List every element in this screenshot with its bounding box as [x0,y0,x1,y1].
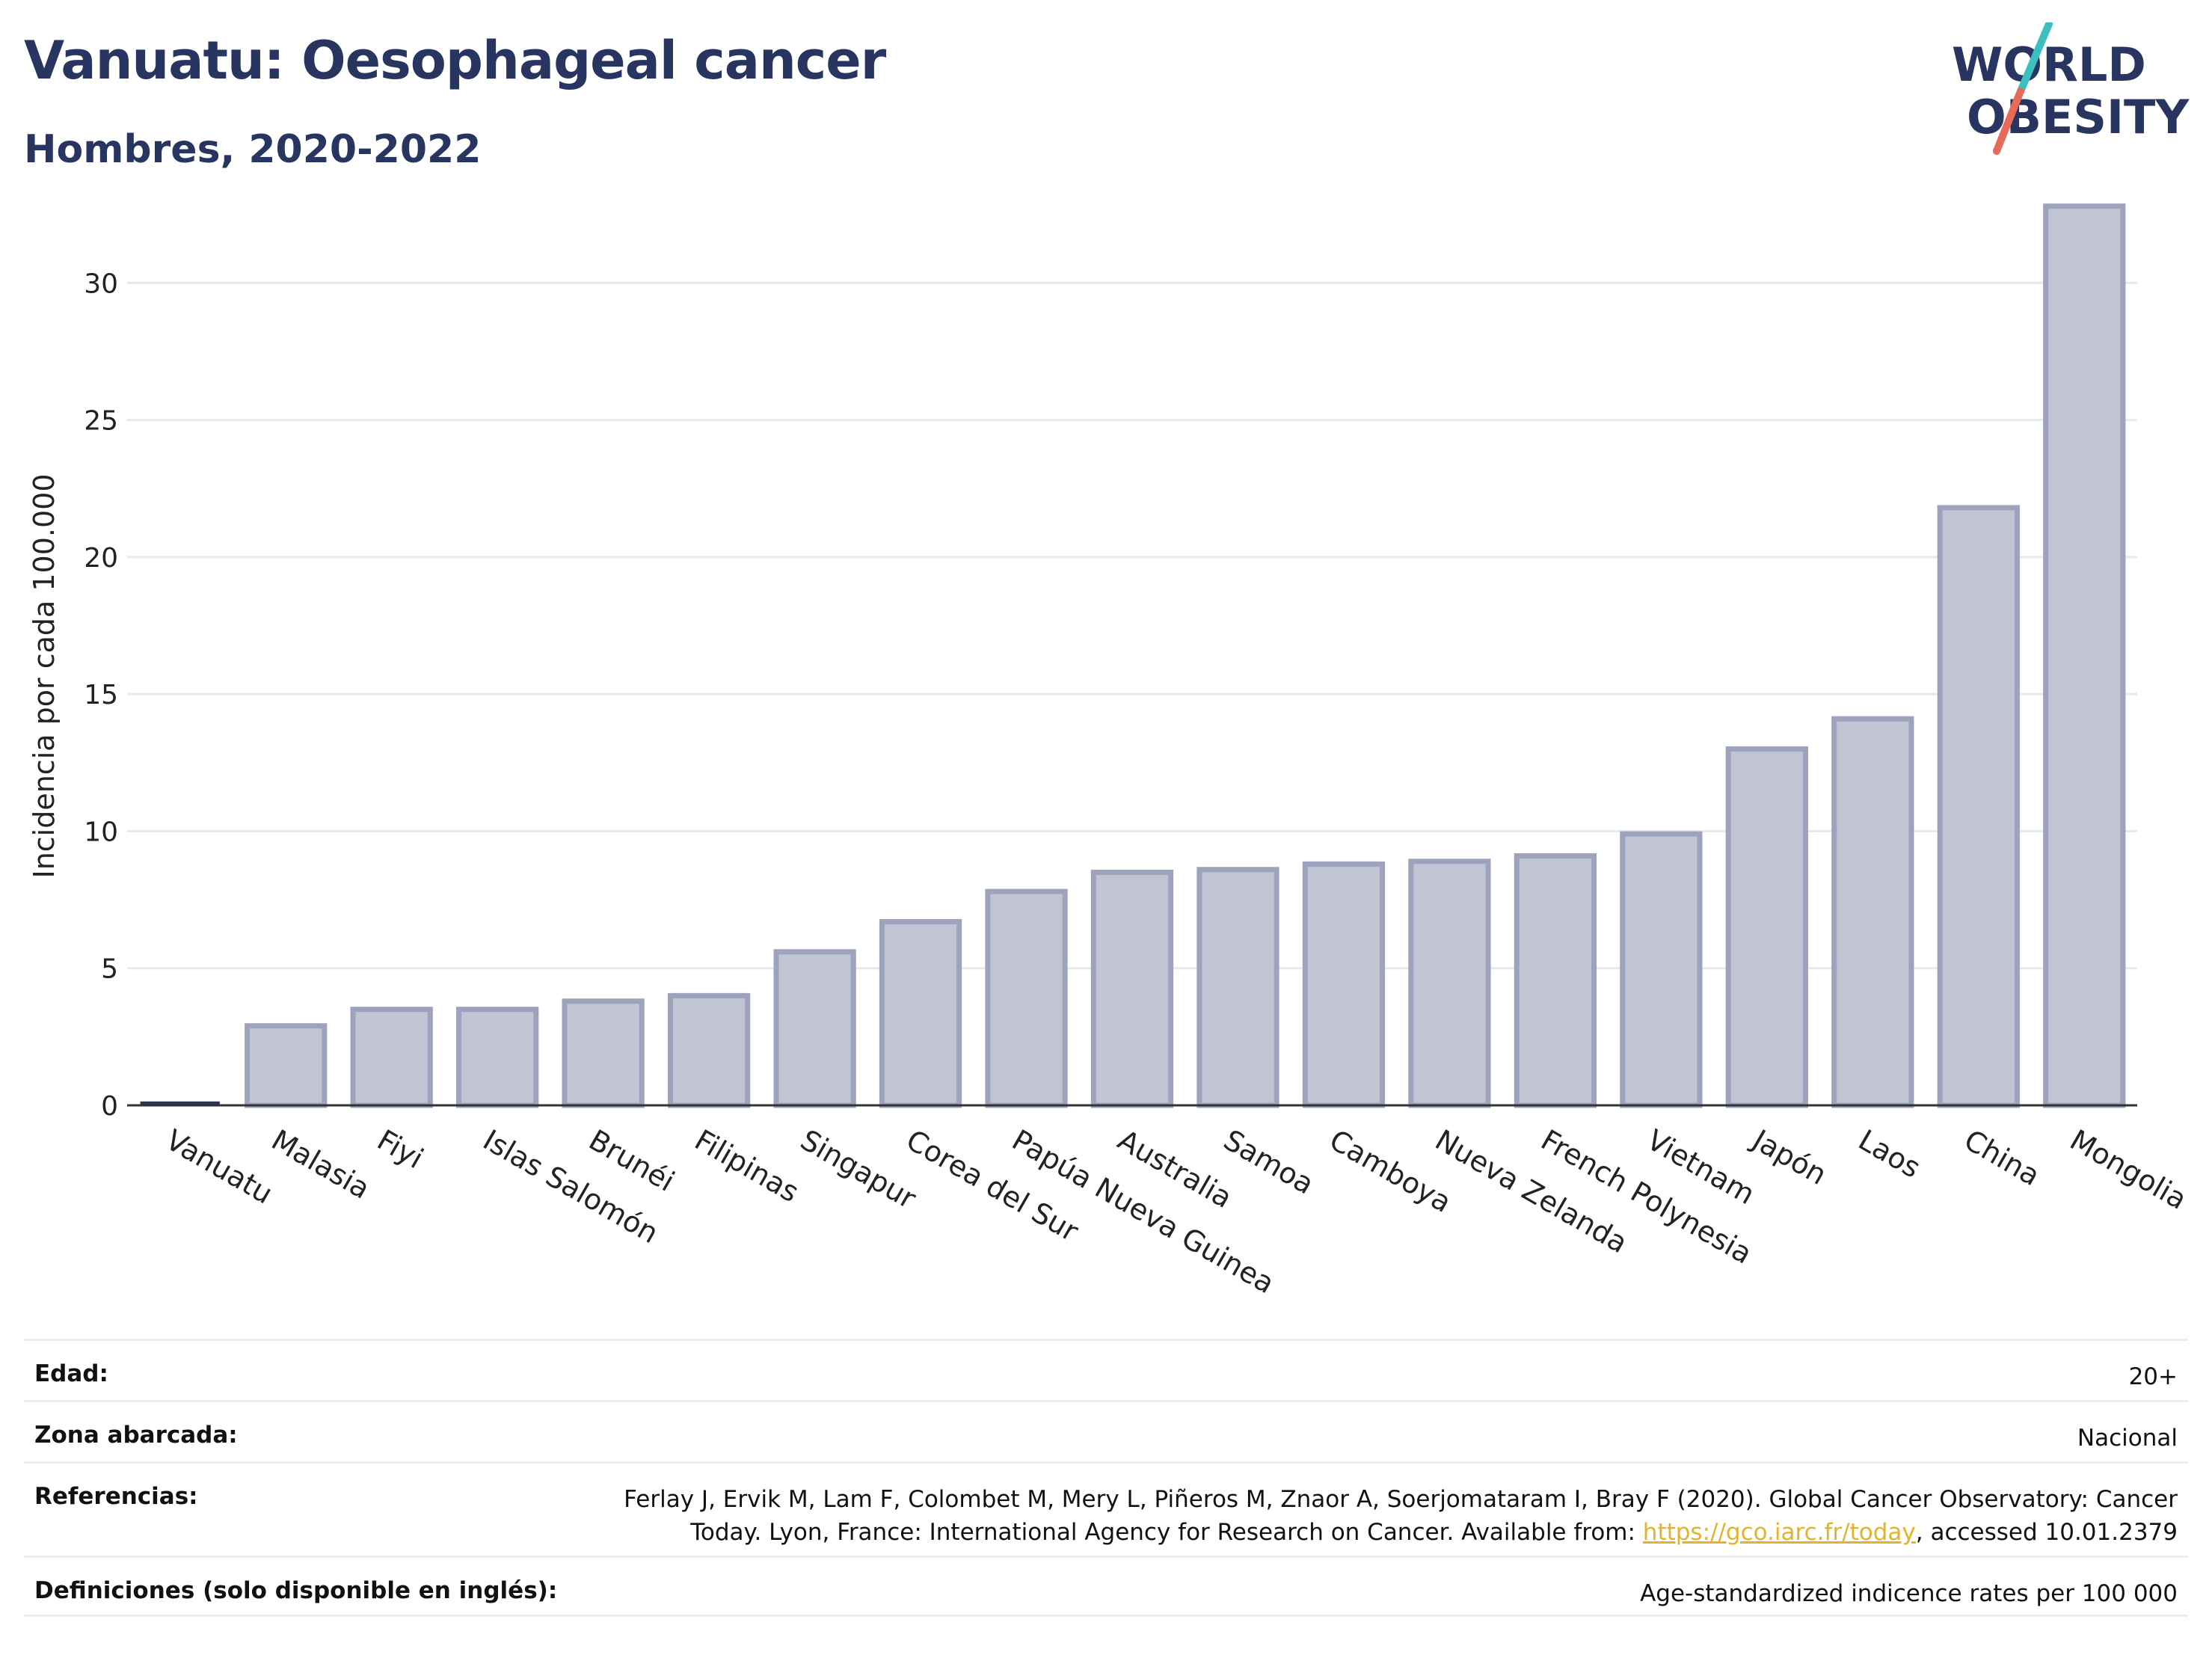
metadata-table: Edad: 20+ Zona abarcada: Nacional Refere… [24,1339,2188,1617]
bar-mongolia [2043,203,2126,1108]
bar-china [1937,505,2020,1108]
age-value: 20+ [2128,1363,2178,1390]
x-tick-label: Laos [1853,1123,1926,1185]
y-tick-label: 30 [84,268,118,299]
y-tick-label: 20 [84,543,118,574]
meta-row-age: Edad: 20+ [24,1339,2188,1400]
references-line2-post: , accessed 10.01.2379 [1915,1519,2178,1546]
definitions-label: Definiciones (solo disponible en inglés)… [34,1577,558,1604]
bar-australia [1090,869,1174,1108]
meta-row-definitions: Definiciones (solo disponible en inglés)… [24,1556,2188,1617]
x-tick-label: Filipinas [689,1123,805,1209]
bar-nueva-zelanda [1408,859,1491,1108]
bar-filipinas [667,992,751,1108]
x-tick-label: Singapur [795,1123,922,1215]
bar-vietnam [1620,831,1703,1108]
logo-slash-bottom [1993,87,2024,155]
logo-slash-top [2017,22,2053,95]
x-tick-label: Nueva Zelanda [1430,1123,1633,1259]
references-label: Referencias: [34,1483,198,1510]
bar-laos [1831,716,1914,1108]
bars-layer [140,203,2126,1108]
bar-malasia [245,1023,328,1108]
bar-islas-salomón [456,1007,539,1108]
x-tick-label: Fiyi [372,1123,428,1175]
references-value: Ferlay J, Ervik M, Lam F, Colombet M, Me… [624,1483,2178,1549]
x-tick-label: Mongolia [2065,1123,2193,1216]
bar-japón [1725,746,1808,1108]
x-tick-label: Camboya [1324,1123,1457,1219]
x-tick-label: Islas Salomón [478,1123,664,1250]
y-tick-label: 0 [101,1091,118,1122]
zone-label: Zona abarcada: [34,1422,238,1449]
bar-singapur [773,949,856,1108]
bar-samoa [1196,867,1279,1108]
y-axis-label: Incidencia por cada 100.000 [28,473,61,878]
chart-title: Vanuatu: Oesophageal cancer [24,30,886,91]
x-tick-label: Malasia [266,1123,375,1206]
bar-brunéi [562,998,645,1108]
bar-french-polynesia [1514,853,1597,1108]
references-line1: Ferlay J, Ervik M, Lam F, Colombet M, Me… [624,1486,2178,1513]
bar-fiyi [350,1007,433,1108]
bar-camboya [1302,861,1386,1108]
bar-corea-del-sur [879,918,962,1108]
references-line2-pre: Today. Lyon, France: International Agenc… [690,1519,1643,1546]
y-tick-label: 10 [84,817,118,847]
y-tick-label: 15 [84,680,118,710]
logo-line1: WORLD [1952,37,2146,92]
references-link[interactable]: https://gco.iarc.fr/today [1642,1519,1916,1546]
x-tick-label: China [1958,1123,2045,1192]
meta-row-zone: Zona abarcada: Nacional [24,1400,2188,1461]
x-tick-label: Vanuatu [160,1123,278,1210]
y-tick-label: 25 [84,406,118,437]
meta-row-references: Referencias: Ferlay J, Ervik M, Lam F, C… [24,1461,2188,1556]
world-obesity-logo: WORLD OBESITY [1952,22,2190,155]
bar-papúa-nueva-guinea [985,888,1068,1108]
chart-subtitle: Hombres, 2020-2022 [24,127,482,172]
age-label: Edad: [34,1360,108,1387]
zone-value: Nacional [2077,1425,2178,1452]
definitions-value: Age-standardized indicence rates per 100… [1640,1580,2178,1607]
y-tick-label: 5 [101,954,118,985]
